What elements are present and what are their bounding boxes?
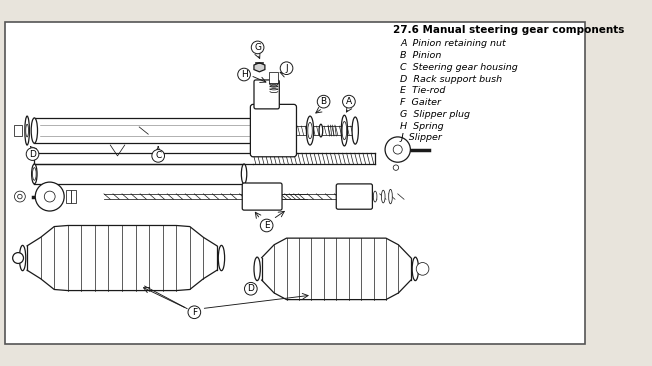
Bar [35,164,244,184]
Bar [269,72,278,83]
Text: B: B [321,97,327,106]
Bar [72,190,76,203]
Circle shape [238,68,250,81]
Ellipse shape [32,164,37,184]
Text: G  Slipper plug: G Slipper plug [400,110,471,119]
Ellipse shape [341,115,348,146]
Text: 27.6 Manual steering gear components: 27.6 Manual steering gear components [393,25,625,35]
Ellipse shape [352,117,359,144]
Text: G: G [254,43,261,52]
Polygon shape [254,63,265,72]
Circle shape [14,191,25,202]
Text: A: A [346,97,352,106]
Ellipse shape [33,168,36,180]
Text: F: F [192,308,197,317]
Text: J  Slipper: J Slipper [400,133,442,142]
Ellipse shape [25,116,29,145]
FancyBboxPatch shape [336,184,372,209]
Text: H: H [241,70,247,79]
FancyBboxPatch shape [243,183,282,210]
Circle shape [416,262,429,275]
Circle shape [44,191,55,202]
Circle shape [26,148,39,160]
Ellipse shape [20,245,26,271]
Circle shape [188,306,201,318]
Ellipse shape [306,116,314,145]
Circle shape [251,41,264,54]
Ellipse shape [241,164,246,184]
Ellipse shape [412,257,419,281]
Circle shape [342,95,355,108]
Ellipse shape [218,245,225,271]
Circle shape [385,137,410,162]
Circle shape [318,95,330,108]
Circle shape [35,182,64,211]
FancyBboxPatch shape [254,80,279,109]
Text: C  Steering gear housing: C Steering gear housing [400,63,518,72]
Bar [35,118,271,143]
Text: D: D [29,150,36,158]
Ellipse shape [374,191,377,202]
Text: A  Pinion retaining nut: A Pinion retaining nut [400,39,506,48]
Bar [35,153,253,164]
Ellipse shape [319,124,323,137]
Bar [66,190,70,203]
Text: D  Rack support bush: D Rack support bush [400,75,503,83]
Circle shape [18,194,22,199]
Ellipse shape [381,190,385,203]
Ellipse shape [342,122,347,139]
Text: D: D [247,284,254,293]
Text: H  Spring: H Spring [400,122,444,131]
Ellipse shape [308,123,312,139]
Ellipse shape [26,124,29,137]
Text: C: C [155,152,161,160]
Ellipse shape [389,189,393,204]
Text: F  Gaiter: F Gaiter [400,98,441,107]
Ellipse shape [254,257,260,281]
Text: E: E [264,221,269,230]
Circle shape [244,283,257,295]
Circle shape [12,253,23,264]
FancyBboxPatch shape [250,104,297,157]
Text: E  Tie-rod: E Tie-rod [400,86,446,95]
Circle shape [280,62,293,75]
Circle shape [260,219,273,232]
Circle shape [152,150,164,162]
Text: B  Pinion: B Pinion [400,51,442,60]
Ellipse shape [31,118,38,143]
Circle shape [393,165,398,170]
Bar [14,125,22,136]
Text: J: J [285,64,288,73]
Circle shape [393,145,402,154]
